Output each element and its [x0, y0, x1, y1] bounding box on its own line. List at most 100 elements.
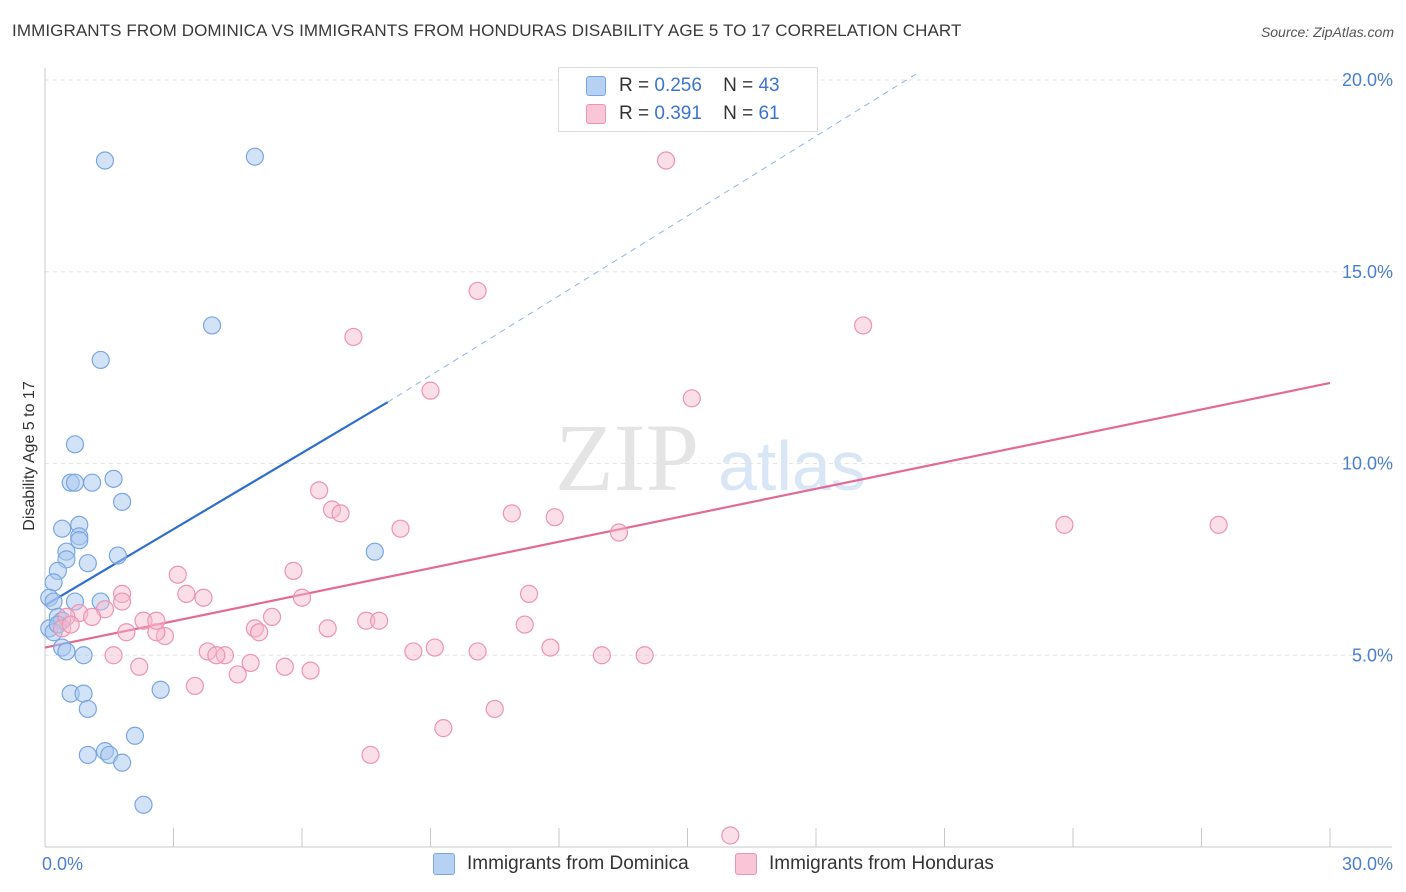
legend-n-value: 43: [758, 75, 780, 96]
source-label: Source: ZipAtlas.com: [1260, 24, 1394, 40]
honduras-point: [284, 561, 303, 580]
dominica-point: [78, 699, 97, 719]
y-tick-label: 10.0%: [1342, 454, 1393, 474]
honduras-point: [275, 657, 294, 676]
honduras-legend-swatch: [735, 853, 757, 875]
honduras-point: [344, 327, 363, 347]
honduras-point: [519, 584, 539, 603]
tick-labels: 5.0% 10.0% 15.0% 20.0% 0.0% 30.0%: [42, 70, 1393, 874]
honduras-point: [468, 642, 487, 661]
dominica-point: [83, 473, 102, 492]
honduras-point: [207, 646, 226, 665]
chart-title: IMMIGRANTS FROM DOMINICA VS IMMIGRANTS F…: [12, 21, 962, 40]
honduras-point: [262, 607, 282, 627]
correlation-legend: R = 0.256 N = 43 R = 0.391 N = 61: [558, 67, 818, 132]
trend-lines: [44, 71, 1331, 649]
y-axis-label: Disability Age 5 to 17: [21, 381, 38, 531]
honduras-point: [635, 646, 654, 665]
dominica-point: [112, 492, 132, 511]
honduras-point: [1055, 515, 1074, 534]
legend-r-label: R =: [619, 75, 650, 96]
dominica-point: [44, 592, 63, 611]
legend-n-label: N =: [723, 75, 754, 96]
dominica-point: [78, 554, 97, 573]
dominica-point: [57, 642, 76, 661]
honduras-point: [241, 653, 260, 673]
legend-r-value: 0.256: [654, 75, 702, 96]
honduras-point: [53, 619, 72, 638]
dominica-legend-swatch: [433, 853, 455, 875]
honduras-point: [147, 611, 166, 630]
dominica-point: [65, 592, 85, 611]
honduras-point: [682, 389, 701, 408]
watermark-atlas: atlas: [718, 427, 866, 505]
honduras-point: [404, 642, 423, 661]
honduras-point: [331, 504, 350, 523]
legend-n-value: 61: [758, 103, 780, 124]
dominica-trend-line: [44, 401, 389, 607]
honduras-point: [292, 588, 312, 607]
watermark-zip: ZIP: [555, 404, 699, 511]
honduras-point: [541, 638, 560, 657]
bottom-legend-dominica: Immigrants from Dominica: [433, 852, 689, 876]
honduras-point: [485, 699, 504, 719]
dominica-point: [78, 745, 97, 765]
honduras-point: [83, 607, 102, 627]
honduras-point: [185, 676, 205, 696]
dominica-point: [74, 646, 93, 665]
honduras-point: [198, 642, 217, 661]
dominica-point: [74, 684, 93, 703]
honduras-point: [168, 565, 187, 584]
honduras-point: [468, 281, 487, 301]
dominica-point: [125, 726, 145, 745]
honduras-point: [155, 626, 175, 646]
watermark: ZIP atlas: [555, 404, 866, 511]
honduras-point: [434, 719, 453, 738]
honduras-point: [1209, 515, 1228, 534]
honduras-swatch: [586, 104, 606, 124]
dominica-point: [44, 573, 63, 592]
dominica-point: [65, 435, 85, 454]
honduras-point: [318, 619, 337, 638]
honduras-point: [421, 381, 440, 400]
dominica-point: [70, 531, 89, 550]
y-tick-label: 20.0%: [1342, 70, 1393, 90]
honduras-point: [854, 316, 873, 335]
x-tick-label: 0.0%: [42, 854, 83, 874]
honduras-point: [502, 504, 521, 523]
honduras-point: [301, 661, 320, 680]
dominica-point: [104, 469, 123, 488]
bottom-legend-honduras: Immigrants from Honduras: [735, 852, 994, 876]
honduras-point: [61, 615, 80, 634]
honduras-point: [656, 151, 676, 170]
honduras-point: [134, 611, 153, 630]
honduras-points: [53, 151, 1228, 845]
dominica-points: [40, 147, 384, 814]
honduras-point: [391, 519, 410, 538]
gridlines: [45, 79, 1392, 656]
honduras-point: [322, 500, 342, 519]
honduras-point: [228, 665, 247, 684]
axes: [44, 68, 1392, 848]
y-tick-label: 5.0%: [1352, 645, 1393, 665]
y-tick-label: 15.0%: [1342, 262, 1393, 282]
dominica-point: [365, 542, 384, 561]
x-tick-label: 30.0%: [1342, 854, 1393, 874]
dominica-point: [202, 316, 222, 335]
honduras-point: [130, 657, 149, 676]
honduras-point: [177, 584, 196, 603]
honduras-point: [425, 638, 444, 657]
honduras-point: [310, 481, 329, 500]
honduras-point: [545, 508, 564, 527]
honduras-trend-line: [44, 381, 1331, 649]
dominica-point: [108, 546, 127, 565]
honduras-point: [104, 646, 123, 665]
dominica-point: [65, 473, 85, 492]
honduras-point: [592, 646, 611, 665]
honduras-point: [361, 745, 380, 765]
honduras-point: [250, 623, 269, 642]
honduras-point: [194, 588, 213, 607]
dominica-swatch: [586, 76, 606, 96]
legend-n-label: N =: [723, 103, 754, 124]
